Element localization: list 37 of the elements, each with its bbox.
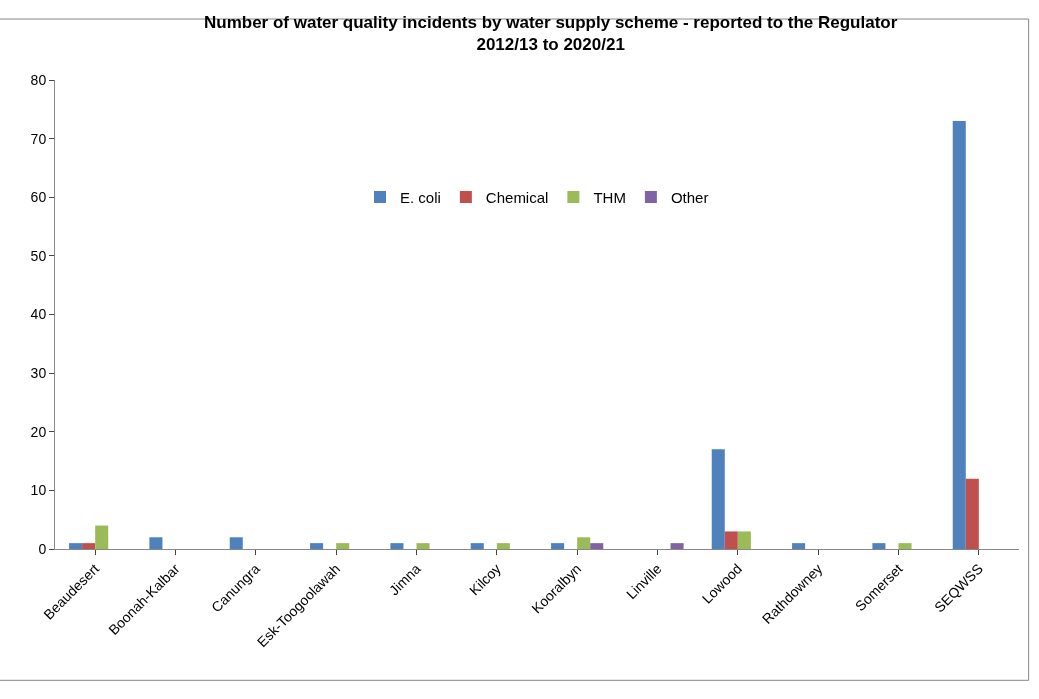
legend-label: Other [670, 188, 709, 206]
y-tick-label: 20 [30, 423, 47, 440]
y-tick-label: 30 [30, 365, 47, 382]
bar [336, 543, 350, 549]
bar [872, 543, 886, 549]
y-tick-label: 70 [30, 130, 47, 147]
y-tick-label: 10 [30, 482, 47, 499]
bar [792, 543, 806, 549]
bar [577, 537, 591, 549]
bar [737, 531, 751, 549]
bar [952, 121, 966, 549]
bar [229, 537, 243, 549]
y-tick-label: 40 [30, 306, 47, 323]
legend-label: THM [593, 188, 626, 206]
bar [390, 543, 404, 549]
y-tick-label: 80 [30, 71, 47, 88]
bar [69, 543, 83, 549]
chart-title: Number of water quality incidents by water supply scheme - reported to the Regulator 2012/13 to 2020/21 [203, 12, 898, 55]
bar [310, 543, 324, 549]
bar [724, 531, 738, 549]
bar [711, 449, 725, 549]
y-tick-label: 0 [38, 540, 47, 557]
legend-label: Chemical [485, 188, 549, 206]
bar [898, 543, 912, 549]
y-tick-label: 50 [30, 247, 47, 264]
bar [670, 543, 684, 549]
bar [95, 525, 109, 549]
y-tick-label: 60 [30, 189, 47, 206]
bar [149, 537, 163, 549]
legend-label: E. coli [400, 188, 441, 206]
bar [416, 543, 430, 549]
bar [470, 543, 484, 549]
bar [551, 543, 565, 549]
bar [82, 543, 96, 549]
bar [496, 543, 510, 549]
bar [965, 478, 979, 549]
bar [590, 543, 604, 549]
